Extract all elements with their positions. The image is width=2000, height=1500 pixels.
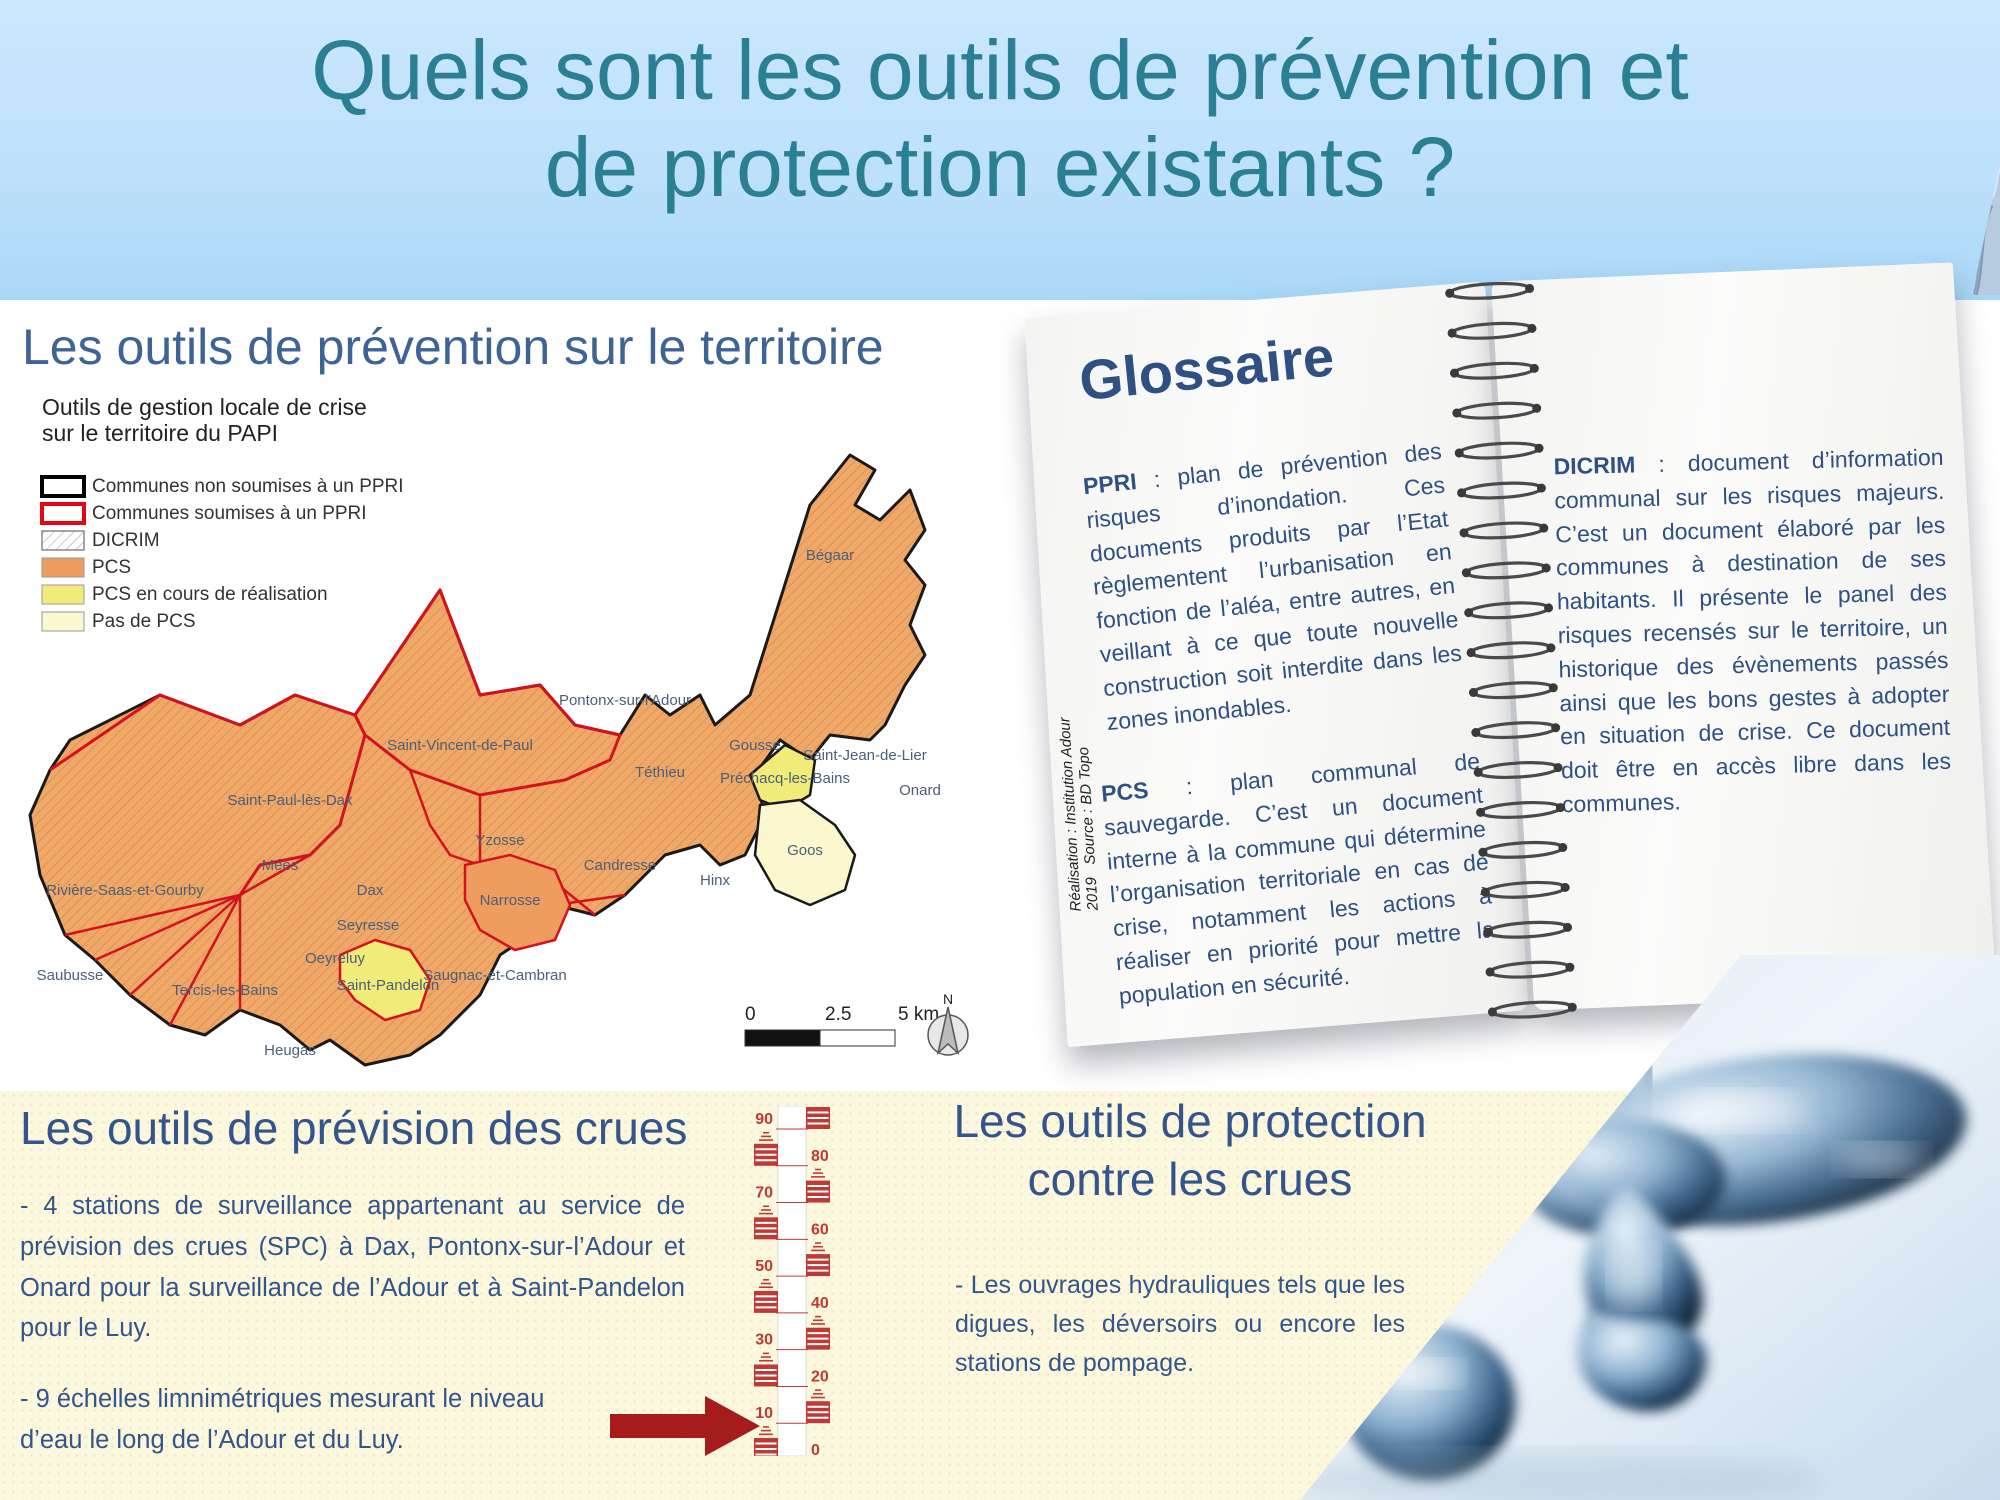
svg-text:Dax: Dax (357, 882, 384, 899)
svg-text:30: 30 (755, 1332, 773, 1349)
svg-text:0: 0 (745, 1004, 756, 1025)
svg-text:80: 80 (811, 1148, 829, 1165)
svg-text:Saugnac-et-Cambran: Saugnac-et-Cambran (423, 967, 566, 984)
svg-text:Seyresse: Seyresse (337, 917, 400, 934)
svg-text:Outils de gestion locale de cr: Outils de gestion locale de crise (42, 395, 367, 420)
svg-text:Saint-Paul-lès-Dax: Saint-Paul-lès-Dax (227, 792, 353, 809)
svg-text:Tercis-les-Bains: Tercis-les-Bains (172, 982, 278, 999)
svg-text:Rivière-Saas-et-Gourby: Rivière-Saas-et-Gourby (46, 882, 204, 899)
svg-text:50: 50 (755, 1258, 773, 1275)
svg-text:Mées: Mées (262, 857, 299, 874)
svg-text:0: 0 (811, 1442, 820, 1456)
svg-text:PCS: PCS (92, 557, 131, 578)
svg-text:Communes soumises à un PPRI: Communes soumises à un PPRI (92, 503, 367, 524)
svg-text:Saint-Jean-de-Lier: Saint-Jean-de-Lier (803, 747, 926, 764)
svg-text:Hinx: Hinx (700, 872, 731, 889)
svg-text:90: 90 (755, 1111, 773, 1128)
svg-text:Heugas: Heugas (264, 1042, 316, 1059)
svg-text:sur le territoire du PAPI: sur le territoire du PAPI (42, 420, 278, 446)
svg-text:Pas de PCS: Pas de PCS (92, 611, 196, 632)
svg-text:PCS en cours de réalisation: PCS en cours de réalisation (92, 584, 328, 605)
svg-text:40: 40 (811, 1295, 829, 1312)
svg-text:Téthieu: Téthieu (635, 764, 685, 781)
svg-text:Pontonx-sur-l'Adour: Pontonx-sur-l'Adour (559, 692, 691, 709)
svg-text:2.5: 2.5 (825, 1004, 851, 1025)
svg-text:Onard: Onard (899, 782, 941, 799)
svg-text:Candresse: Candresse (584, 857, 657, 874)
svg-text:60: 60 (811, 1221, 829, 1238)
svg-text:Saint-Vincent-de-Paul: Saint-Vincent-de-Paul (387, 737, 533, 754)
svg-text:Communes non soumises à un PPR: Communes non soumises à un PPRI (92, 476, 404, 497)
svg-text:Saubusse: Saubusse (37, 967, 104, 984)
svg-text:Bégaar: Bégaar (806, 547, 854, 564)
svg-text:20: 20 (811, 1368, 829, 1385)
svg-text:N: N (943, 991, 953, 1007)
svg-text:Yzosse: Yzosse (475, 832, 524, 849)
svg-text:Gousse: Gousse (729, 737, 781, 754)
svg-text:Préchacq-les-Bains: Préchacq-les-Bains (720, 770, 850, 787)
svg-text:10: 10 (755, 1405, 773, 1422)
svg-text:70: 70 (755, 1185, 773, 1202)
svg-text:Goos: Goos (787, 842, 823, 859)
svg-text:Narrosse: Narrosse (480, 892, 541, 909)
svg-text:DICRIM: DICRIM (92, 530, 160, 551)
svg-text:Oeyreluy: Oeyreluy (305, 950, 366, 967)
